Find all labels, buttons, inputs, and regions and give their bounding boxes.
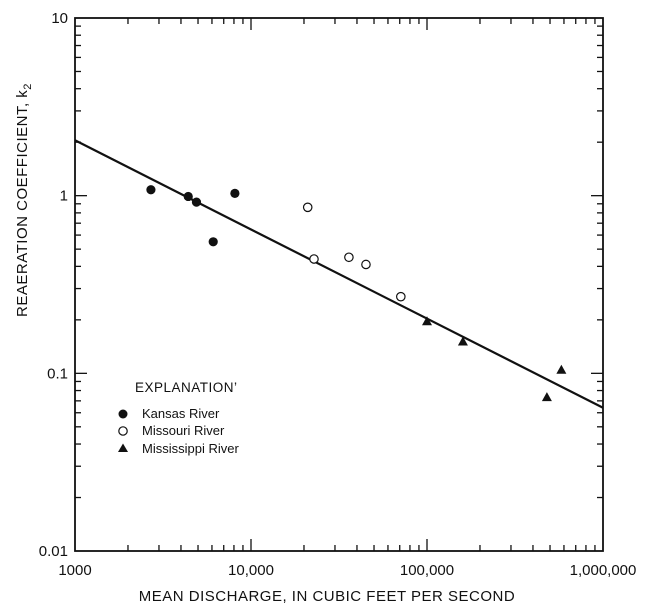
plot-frame (74, 17, 604, 552)
legend-label-mississippi: Mississippi River (142, 441, 239, 456)
mississippi-river-point (541, 392, 552, 402)
legend-label-kansas: Kansas River (142, 406, 220, 421)
missouri-river-point (396, 291, 406, 302)
y-axis-title-subscript: 2 (22, 83, 34, 90)
missouri-river-point (344, 252, 354, 263)
x-tick-label: 1000 (58, 562, 91, 579)
legend-marker-filled-circle (118, 409, 128, 419)
x-tick-label: 1,000,000 (570, 562, 637, 579)
y-tick-label: 0.1 (47, 365, 68, 382)
legend-entry-missouri: Missouri River (118, 423, 225, 438)
x-tick-label: 100,000 (400, 562, 454, 579)
mississippi-river-point (422, 316, 432, 326)
regression-line (74, 139, 604, 409)
y-axis-title-text: REAERATION COEFFICIENT, k (14, 90, 31, 317)
legend-marker-open-circle (118, 426, 128, 436)
legend-label-missouri: Missouri River (142, 423, 225, 438)
kansas-river-point (146, 185, 156, 195)
y-tick-label: 0.01 (39, 543, 68, 560)
kansas-river-point (208, 237, 218, 247)
y-tick-label: 1 (60, 188, 68, 205)
kansas-river-point (230, 188, 240, 198)
kansas-river-point (191, 197, 202, 207)
mississippi-river-point (457, 336, 468, 346)
missouri-river-point (361, 259, 371, 270)
legend-marker-filled-triangle (118, 443, 128, 452)
x-tick-label: 10,000 (228, 562, 274, 579)
kansas-river-point (183, 191, 193, 202)
x-axis-title: MEAN DISCHARGE, IN CUBIC FEET PER SECOND (139, 588, 515, 605)
legend-title: EXPLANATION’ (135, 380, 238, 395)
missouri-river-point (302, 202, 313, 213)
legend-entry-mississippi: Mississippi River (118, 441, 239, 456)
legend: EXPLANATION’ Kansas River Missouri River… (118, 380, 239, 456)
missouri-river-point (309, 254, 319, 264)
y-tick-label: 10 (51, 10, 68, 27)
legend-entry-kansas: Kansas River (118, 406, 220, 421)
y-axis-title: REAERATION COEFFICIENT, k2 (14, 83, 34, 317)
mississippi-river-point (556, 364, 567, 374)
